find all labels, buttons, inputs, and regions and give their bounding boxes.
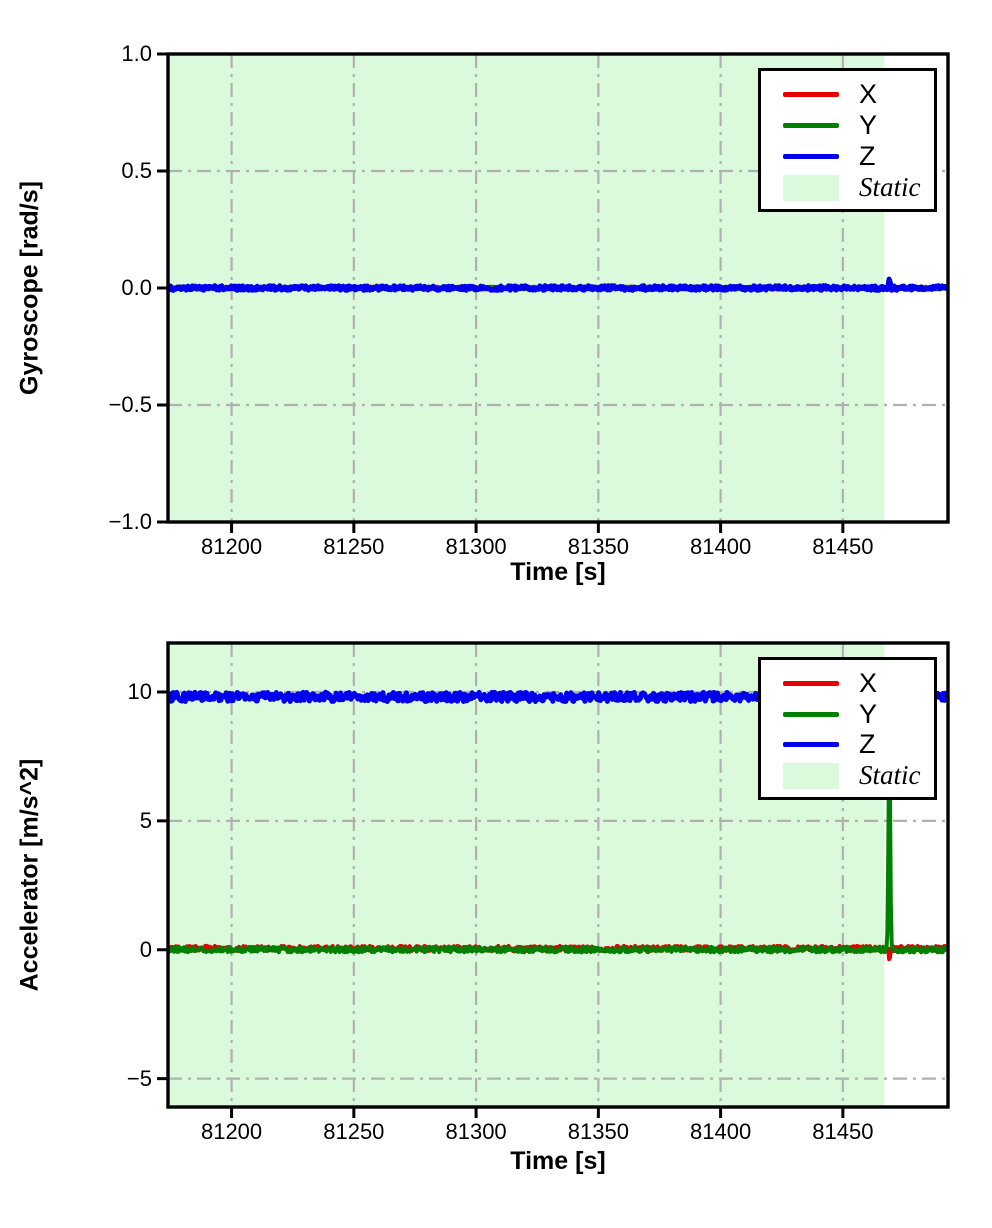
- plot-border-1: [166, 641, 950, 1109]
- x-tick-label: 81350: [567, 534, 629, 559]
- x-tick-label: 81200: [200, 534, 263, 559]
- x-tick-label: 81250: [323, 534, 385, 559]
- z-line-swatch: [783, 154, 839, 159]
- legend-item-x: X: [783, 79, 934, 110]
- x-tick-label: 81350: [567, 1119, 629, 1144]
- series-line-y-1: [168, 748, 948, 955]
- y-tick-label: 0.5: [121, 158, 152, 183]
- static-patch-swatch: [783, 174, 839, 201]
- y-tick-label: 5: [139, 807, 152, 833]
- legend-label: Z: [859, 141, 876, 171]
- y-tick-label: 1.0: [121, 41, 152, 66]
- x-tick-label: 81400: [690, 1119, 752, 1144]
- y-tick-label: −5: [126, 1065, 152, 1091]
- x-tick-label: 81300: [445, 1119, 507, 1144]
- legend-label: X: [859, 79, 878, 109]
- accelerator-legend: X Y Z Static: [758, 657, 937, 800]
- legend-item-static: Static: [783, 760, 934, 791]
- x-line-swatch: [783, 92, 839, 97]
- legend-label: Static: [859, 760, 921, 791]
- legend-item-y: Y: [783, 699, 934, 730]
- legend-item-static: Static: [783, 172, 934, 203]
- y-line-swatch: [783, 123, 839, 128]
- z-line-swatch: [783, 742, 839, 748]
- x-tick-label: 81250: [323, 1119, 385, 1144]
- x-tick-label: 81450: [812, 534, 874, 559]
- series-line-z-0: [168, 276, 948, 293]
- legend-item-y: Y: [783, 110, 934, 141]
- y-tick-label: 0: [139, 936, 152, 962]
- legend-label: Y: [859, 698, 878, 729]
- x-tick-label: 81400: [690, 534, 752, 559]
- legend-label: X: [859, 667, 878, 698]
- legend-item-z: Z: [783, 141, 934, 172]
- y-tick-label: −0.5: [108, 392, 152, 417]
- y-tick-label: 10: [127, 678, 152, 704]
- static-patch-swatch: [783, 762, 839, 789]
- legend-label: Y: [859, 110, 878, 140]
- legend-label: Static: [859, 172, 921, 202]
- accelerator-y-axis-label: Accelerator [m/s^2]: [15, 758, 44, 992]
- y-tick-label: −1.0: [108, 509, 152, 534]
- legend-item-z: Z: [783, 730, 934, 761]
- time-x-axis-label-top: Time [s]: [510, 558, 606, 586]
- x-tick-label: 81200: [200, 1119, 263, 1144]
- x-tick-label: 81450: [812, 1119, 874, 1144]
- gyroscope-legend: X Y Z Static: [758, 68, 937, 212]
- time-x-axis-label-bottom: Time [s]: [510, 1147, 606, 1175]
- legend-item-x: X: [783, 668, 934, 699]
- legend-label: Z: [859, 729, 876, 760]
- y-tick-label: 0.0: [121, 275, 152, 300]
- y-line-swatch: [783, 711, 839, 717]
- x-tick-label: 81300: [445, 534, 507, 559]
- gyroscope-y-axis-label: Gyroscope [rad/s]: [15, 181, 44, 395]
- x-line-swatch: [783, 680, 839, 686]
